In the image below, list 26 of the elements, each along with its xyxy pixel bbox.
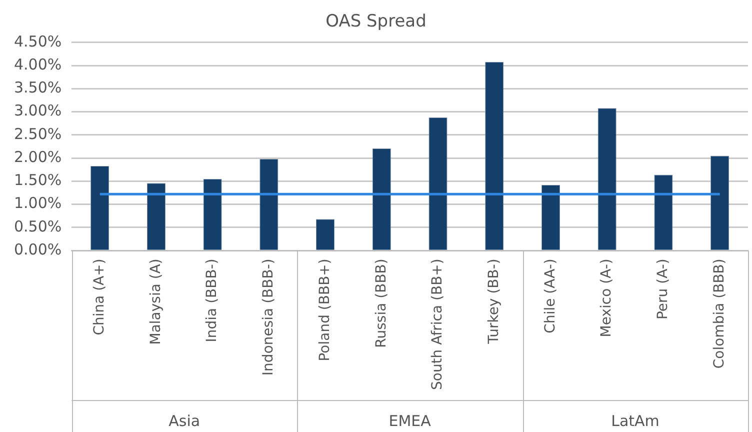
x-tick-label: Poland (BBB+) xyxy=(316,258,333,362)
x-tick-label: Russia (BBB) xyxy=(373,258,390,348)
y-tick-label: 4.50% xyxy=(14,32,62,50)
x-tick-label: China (A+) xyxy=(91,258,108,336)
chart-title: OAS Spread xyxy=(326,12,426,32)
y-tick-label: 3.00% xyxy=(14,102,62,120)
x-tick-label: South Africa (BB+) xyxy=(430,258,446,390)
y-tick-label: 1.50% xyxy=(14,171,62,190)
x-tick-label: Turkey (BB-) xyxy=(486,258,502,345)
x-tick-label: Indonesia (BBB-) xyxy=(260,258,277,376)
text: EMEA xyxy=(388,412,432,430)
y-tick-label: 4.00% xyxy=(14,55,62,74)
y-tick-label: 1.00% xyxy=(14,194,62,212)
y-tick-label: 0.50% xyxy=(14,217,62,236)
x-tick-label: Colombia (BBB) xyxy=(711,258,728,369)
text: LatAm xyxy=(611,412,660,430)
x-tick-label: Malaysia (A) xyxy=(148,258,164,345)
x-tick-label: India (BBB-) xyxy=(204,258,220,342)
y-tick-label: 2.50% xyxy=(14,124,62,143)
x-tick-label: Mexico (A-) xyxy=(598,258,615,338)
x-tick-label: Peru (A-) xyxy=(655,258,672,320)
text: Asia xyxy=(168,412,200,430)
x-tick-label: Chile (AA-) xyxy=(542,258,558,334)
y-tick-label: 2.00% xyxy=(14,148,62,166)
y-tick-label: 3.50% xyxy=(14,78,62,97)
y-tick-label: 0.00% xyxy=(14,240,62,259)
